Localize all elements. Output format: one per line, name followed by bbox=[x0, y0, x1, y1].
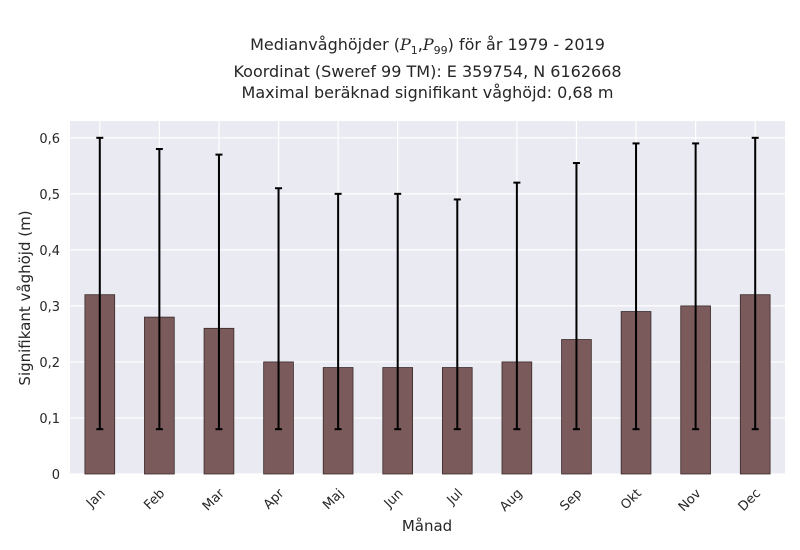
error-bar bbox=[632, 142, 640, 431]
chart-title: Medianvåghöjder (P1,P99) för år 1979 - 2… bbox=[0, 34, 800, 103]
x-tick-label: Nov bbox=[676, 486, 705, 515]
error-bar bbox=[692, 142, 700, 431]
y-tick-label: 0,1 bbox=[39, 412, 60, 427]
y-tick-label: 0,5 bbox=[39, 188, 60, 203]
error-bar bbox=[334, 192, 342, 431]
x-tick-label: Mar bbox=[200, 486, 228, 514]
y-tick-label: 0 bbox=[52, 468, 60, 483]
error-bar bbox=[275, 187, 283, 431]
title-suffix: ) för år 1979 - 2019 bbox=[447, 35, 605, 54]
title-p99-subscript: 99 bbox=[433, 44, 448, 58]
error-bar-layer bbox=[96, 136, 759, 431]
error-bar bbox=[751, 136, 759, 431]
y-tick-label: 0,6 bbox=[39, 132, 60, 147]
x-tick-label: Jan bbox=[83, 486, 108, 511]
error-bar bbox=[96, 136, 104, 431]
title-separator: , bbox=[417, 35, 423, 54]
chart-title-line-1: Medianvåghöjder (P1,P99) för år 1979 - 2… bbox=[0, 34, 800, 61]
y-axis-label: Signifikant våghöjd (m) bbox=[16, 210, 34, 385]
title-p99-symbol: P bbox=[422, 35, 434, 54]
error-bar bbox=[513, 181, 521, 431]
y-tick-label: 0,3 bbox=[39, 300, 60, 315]
error-bar bbox=[572, 162, 580, 431]
chart-title-line-3: Maximal beräknad signifikant våghöjd: 0,… bbox=[241, 83, 614, 103]
x-tick-label: Maj bbox=[320, 486, 347, 513]
x-tick-layer: Jan Feb Mar Apr Maj Jun Jul Aug Sep Okt Nov Dec bbox=[83, 486, 764, 515]
x-tick-label: Jul bbox=[444, 486, 466, 508]
title-prefix: Medianvåghöjder ( bbox=[250, 35, 400, 54]
x-tick-label: Aug bbox=[497, 486, 526, 515]
x-axis-label: Månad bbox=[402, 517, 452, 535]
x-tick-label: Apr bbox=[261, 486, 288, 513]
x-tick-label: Sep bbox=[557, 486, 585, 514]
chart-title-line-2: Koordinat (Sweref 99 TM): E 359754, N 61… bbox=[233, 62, 622, 82]
error-bar bbox=[155, 148, 163, 431]
x-tick-label: Dec bbox=[736, 486, 764, 514]
title-p1-symbol: P bbox=[400, 35, 411, 54]
title-p1-subscript: 1 bbox=[410, 44, 418, 58]
plot-area bbox=[70, 121, 785, 474]
y-tick-label: 0,4 bbox=[39, 244, 60, 259]
x-tick-label: Okt bbox=[618, 486, 645, 513]
y-tick-layer: 0 0,1 0,2 0,3 0,4 0,5 0,6 bbox=[39, 132, 60, 483]
error-bar bbox=[453, 198, 461, 431]
error-bar bbox=[215, 153, 223, 431]
x-tick-label: Jun bbox=[381, 486, 407, 512]
y-tick-label: 0,2 bbox=[39, 356, 60, 371]
error-bar bbox=[394, 192, 402, 431]
x-tick-label: Feb bbox=[141, 486, 168, 513]
